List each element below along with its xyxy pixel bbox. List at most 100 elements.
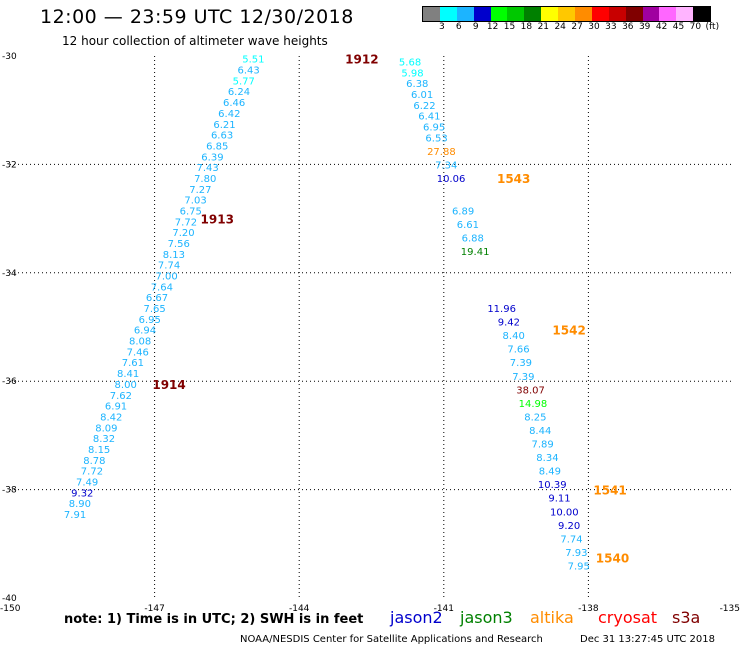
wave-height-value: 6.67: [146, 293, 168, 304]
track-label: 1540: [596, 551, 629, 565]
color-scale-label: 6: [455, 22, 462, 32]
wave-height-value: 6.41: [418, 112, 440, 123]
wave-height-value: 7.74: [158, 261, 180, 272]
track-label: 1542: [552, 324, 585, 338]
wave-height-value: 10.39: [538, 480, 567, 491]
lon-tick-label: -150: [0, 604, 21, 614]
lat-tick-label: -32: [2, 160, 17, 170]
color-scale-label: 70: [689, 22, 702, 32]
wave-height-value: 7.39: [510, 358, 532, 369]
color-scale-label: 30: [588, 22, 600, 32]
wave-height-value: 14.98: [519, 399, 548, 410]
wave-height-value: 19.41: [461, 247, 490, 258]
wave-height-value: 6.21: [213, 120, 235, 131]
wave-height-value: 8.13: [163, 250, 185, 261]
wave-height-value: 8.25: [524, 412, 546, 423]
legend-jason3: jason3: [460, 608, 513, 627]
wave-height-value: 8.42: [100, 412, 122, 423]
color-scale-label: 9: [472, 22, 479, 32]
wave-height-value: 7.34: [435, 160, 457, 171]
color-swatch: [642, 7, 660, 21]
wave-height-value: 6.95: [139, 315, 161, 326]
wave-height-value: 8.32: [93, 434, 115, 445]
legend-cryosat: cryosat: [598, 608, 658, 627]
track-label: 1543: [497, 172, 530, 186]
color-swatch: [676, 7, 694, 21]
wave-height-value: 6.91: [105, 402, 127, 413]
wave-height-value: 8.41: [117, 369, 139, 380]
color-swatch: [608, 7, 626, 21]
track-label: 1912: [345, 53, 378, 67]
color-scale-label: 27: [571, 22, 583, 32]
color-swatch: [659, 7, 677, 21]
color-swatch: [456, 7, 474, 21]
color-scale-bar: [422, 6, 712, 22]
wave-height-value: 7.00: [156, 272, 178, 283]
wave-height-value: 6.38: [406, 79, 428, 90]
page-title: 12:00 — 23:59 UTC 12/30/2018: [40, 6, 354, 28]
color-swatch: [591, 7, 609, 21]
color-scale-label: 39: [638, 22, 651, 32]
color-scale-label: 33: [605, 22, 617, 32]
wave-height-value: 7.89: [531, 440, 553, 451]
wave-height-value: 9.11: [548, 494, 570, 505]
color-swatch: [507, 7, 525, 21]
lon-tick-label: -147: [144, 604, 164, 614]
wave-height-value: 8.34: [536, 453, 558, 464]
wave-height-value: 7.27: [189, 185, 211, 196]
wave-height-value: 7.91: [64, 510, 86, 521]
lat-tick-label: -30: [2, 52, 17, 62]
color-scale-label: 45: [672, 22, 685, 32]
wave-height-value: 10.06: [437, 174, 466, 185]
color-scale-labels: 3 6 9 12 15 18 21 24 27 30 33 36 39 42 45 70 (ft): [422, 22, 740, 34]
wave-height-value: 6.75: [180, 206, 202, 217]
wave-height-value: 8.90: [69, 499, 91, 510]
color-swatch: [473, 7, 491, 21]
color-swatch: [625, 7, 643, 21]
wave-height-value: 8.78: [83, 456, 105, 467]
track-label: 1914: [152, 378, 185, 392]
wave-height-value: 8.15: [88, 445, 110, 456]
wave-height-value: 7.80: [194, 174, 216, 185]
wave-height-value: 7.61: [122, 358, 144, 369]
wave-height-value: 6.95: [423, 122, 445, 133]
wave-height-value: 5.51: [242, 55, 264, 66]
wave-height-value: 6.63: [211, 131, 233, 142]
color-scale-label: 42: [655, 22, 668, 32]
wave-height-value: 7.65: [143, 304, 165, 315]
wave-height-value: 7.46: [127, 347, 149, 358]
wave-height-value: 6.94: [134, 326, 156, 337]
page-subtitle: 12 hour collection of altimeter wave hei…: [62, 34, 328, 48]
wave-height-value: 7.56: [168, 239, 190, 250]
wave-height-value: 8.00: [115, 380, 137, 391]
wave-height-value: 27.88: [427, 147, 456, 158]
lon-tick-label: -135: [720, 604, 740, 614]
color-scale-label: 15: [503, 22, 516, 32]
color-scale-label: 21: [537, 22, 550, 32]
wave-height-value: 7.64: [151, 282, 173, 293]
wave-height-value: 6.85: [206, 141, 228, 152]
color-swatch: [575, 7, 592, 21]
wave-height-value: 6.42: [218, 109, 240, 120]
lat-tick-label: -36: [2, 377, 17, 387]
wave-height-value: 7.95: [568, 561, 590, 572]
wave-height-value: 11.96: [487, 304, 516, 315]
color-swatch: [558, 7, 576, 21]
lat-tick-label: -34: [2, 269, 17, 279]
track-label: 1913: [201, 213, 234, 227]
wave-height-value: 7.43: [196, 163, 218, 174]
wave-height-value: 7.20: [172, 228, 194, 239]
color-scale-label: 36: [622, 22, 634, 32]
wave-height-value: 5.98: [401, 68, 423, 79]
color-swatch: [541, 7, 559, 21]
wave-height-value: 5.77: [233, 76, 255, 87]
color-scale-label: 12: [486, 22, 499, 32]
wave-height-value: 6.43: [237, 66, 259, 77]
lon-tick-label: -144: [289, 604, 310, 614]
color-scale-label: (ft): [705, 22, 720, 32]
wave-height-value: 6.61: [457, 220, 479, 231]
wave-height-value: 9.20: [558, 521, 580, 532]
footer-credit: NOAA/NESDIS Center for Satellite Applica…: [240, 634, 543, 645]
